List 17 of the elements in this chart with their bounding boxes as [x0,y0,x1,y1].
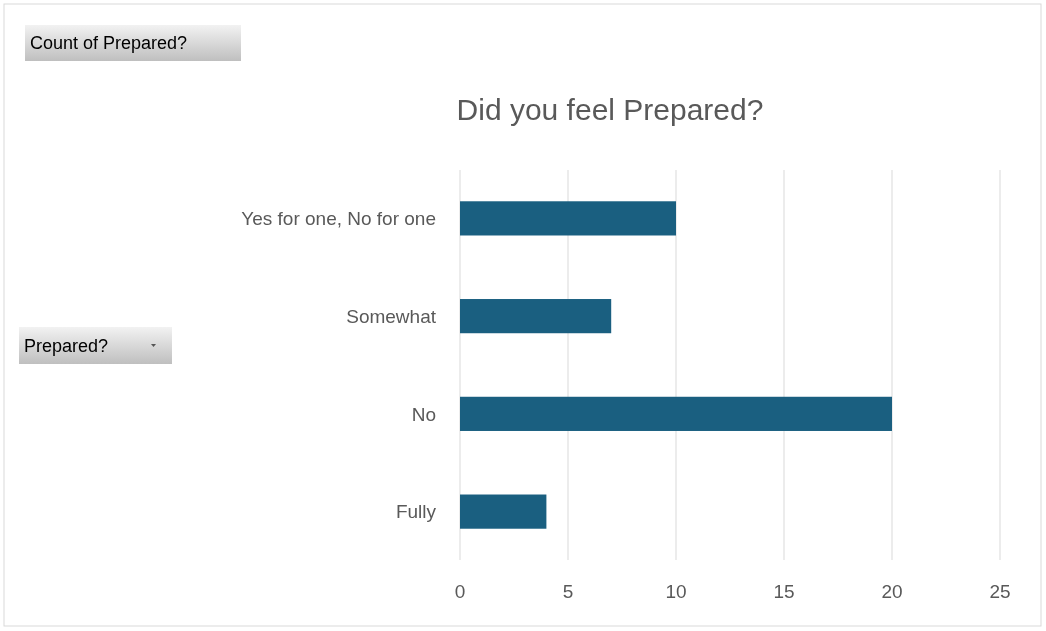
y-tick-label: Fully [395,501,437,523]
bar [460,396,892,431]
text: Count of Prepared? [30,33,188,54]
bar [460,201,676,236]
bar [460,299,612,334]
x-tick-label: 15 [773,581,795,602]
x-tick-label: 25 [989,581,1011,602]
y-tick-label: Yes for one, No for one [241,208,436,230]
x-tick-label: 10 [665,581,687,602]
chart-title: Did you feel Prepared? [456,93,764,126]
x-tick-label: 5 [562,581,574,602]
y-tick-label: No [411,403,436,425]
x-tick-label: 20 [881,581,903,602]
y-tick-label: Somewhat [346,305,437,327]
text: Prepared? [24,335,109,356]
bar [460,494,547,529]
x-tick-label: 0 [454,581,466,602]
